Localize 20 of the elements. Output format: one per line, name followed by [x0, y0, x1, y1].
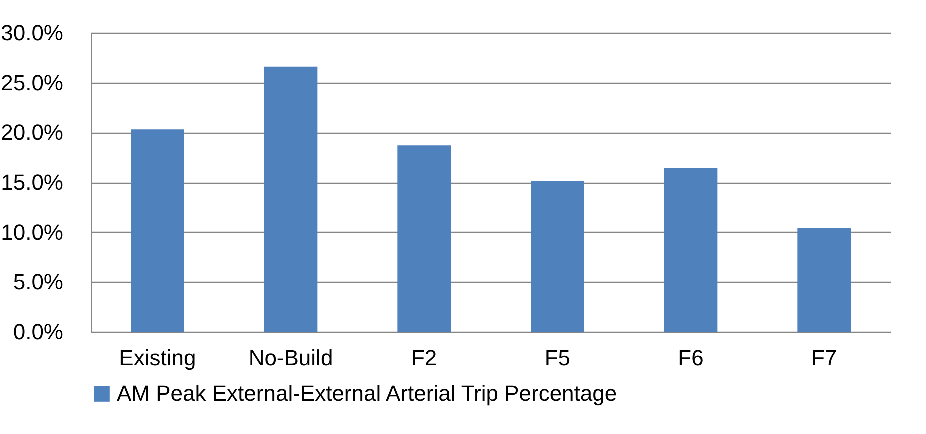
x-tick-label: No-Build — [248, 346, 334, 370]
y-tick-label: 30.0% — [1, 20, 64, 46]
x-tick-label: F5 — [544, 346, 571, 370]
legend-label: AM Peak External-External Arterial Trip Percentage — [117, 381, 618, 406]
bar — [798, 228, 851, 332]
bar — [131, 130, 184, 332]
y-tick-label: 15.0% — [1, 170, 64, 195]
bar — [531, 182, 584, 332]
y-tick-label: 0.0% — [13, 320, 64, 344]
y-tick-label: 10.0% — [1, 220, 64, 245]
x-tick-label: Existing — [119, 346, 196, 370]
x-tick-label: F7 — [811, 346, 838, 370]
y-tick-label: 25.0% — [1, 70, 64, 96]
y-tick-label: 20.0% — [1, 120, 64, 146]
bar — [398, 146, 451, 332]
x-tick-label: F6 — [678, 346, 704, 370]
y-tick-label: 5.0% — [13, 270, 64, 295]
bar — [664, 168, 718, 332]
bar — [264, 66, 318, 332]
x-tick-label: F2 — [411, 346, 438, 370]
